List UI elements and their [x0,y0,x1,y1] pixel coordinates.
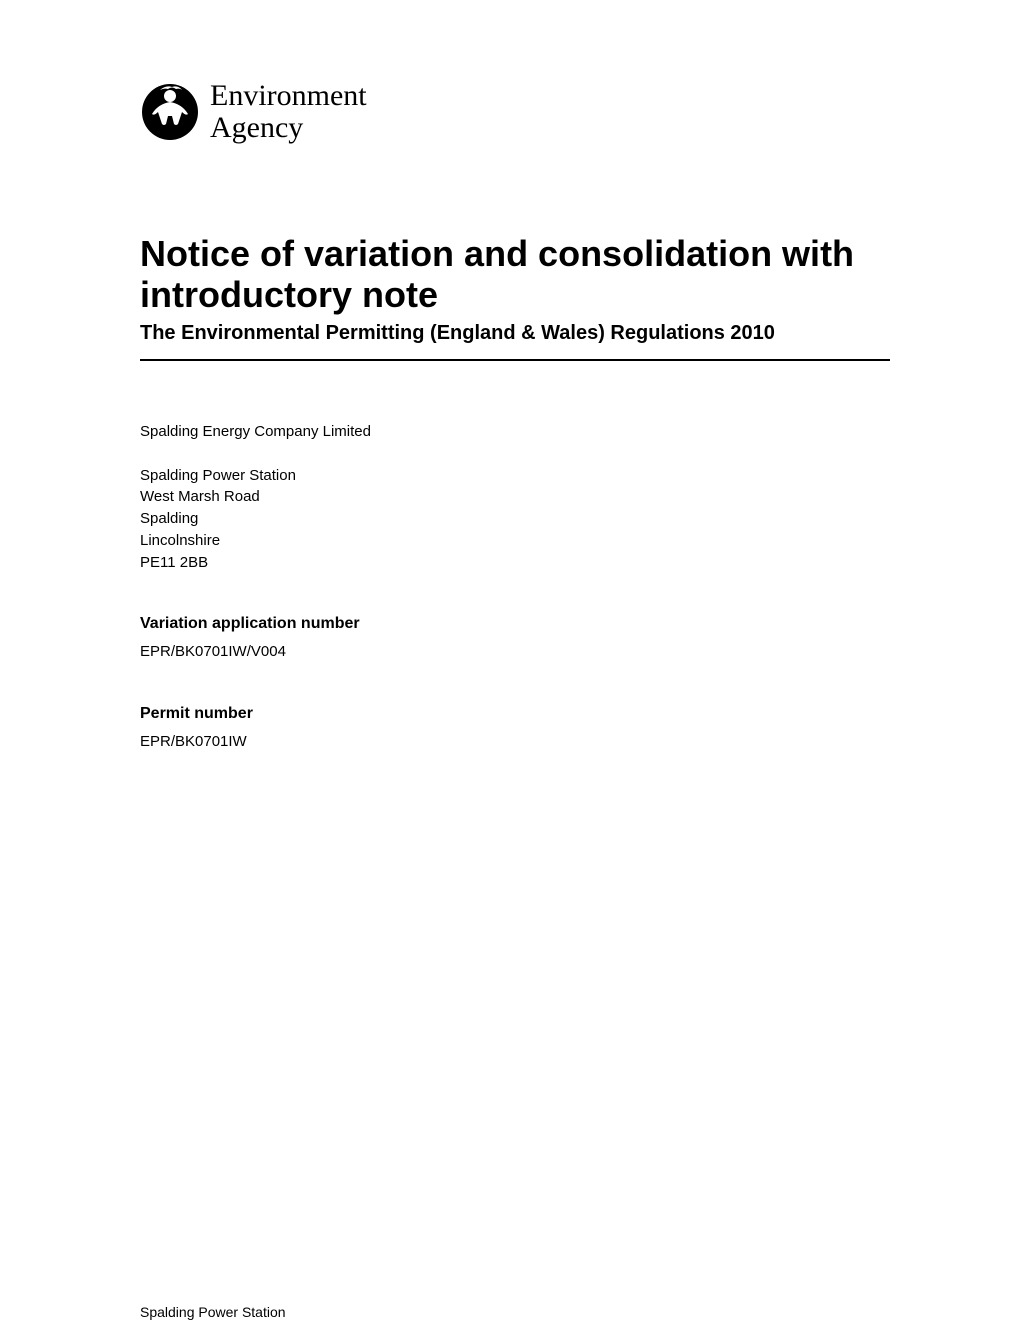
variation-heading: Variation application number [140,615,890,633]
document-title: Notice of variation and consolidation wi… [140,233,890,316]
logo-line-2: Agency [210,112,367,144]
footer-text: Spalding Power Station [140,1304,286,1320]
agency-logo-icon [140,82,200,142]
variation-value: EPR/BK0701IW/V004 [140,641,890,663]
company-name-block: Spalding Energy Company Limited [140,421,890,443]
company-name: Spalding Energy Company Limited [140,421,890,443]
address-line-5: PE11 2BB [140,552,890,574]
logo-line-1: Environment [210,80,367,112]
agency-logo-text: Environment Agency [210,80,367,143]
title-divider [140,359,890,361]
address-block: Spalding Power Station West Marsh Road S… [140,465,890,574]
permit-heading: Permit number [140,705,890,723]
agency-logo-block: Environment Agency [140,80,890,143]
permit-value: EPR/BK0701IW [140,731,890,753]
address-line-2: West Marsh Road [140,486,890,508]
document-subtitle: The Environmental Permitting (England & … [140,322,890,345]
address-line-4: Lincolnshire [140,530,890,552]
address-line-1: Spalding Power Station [140,465,890,487]
address-line-3: Spalding [140,508,890,530]
